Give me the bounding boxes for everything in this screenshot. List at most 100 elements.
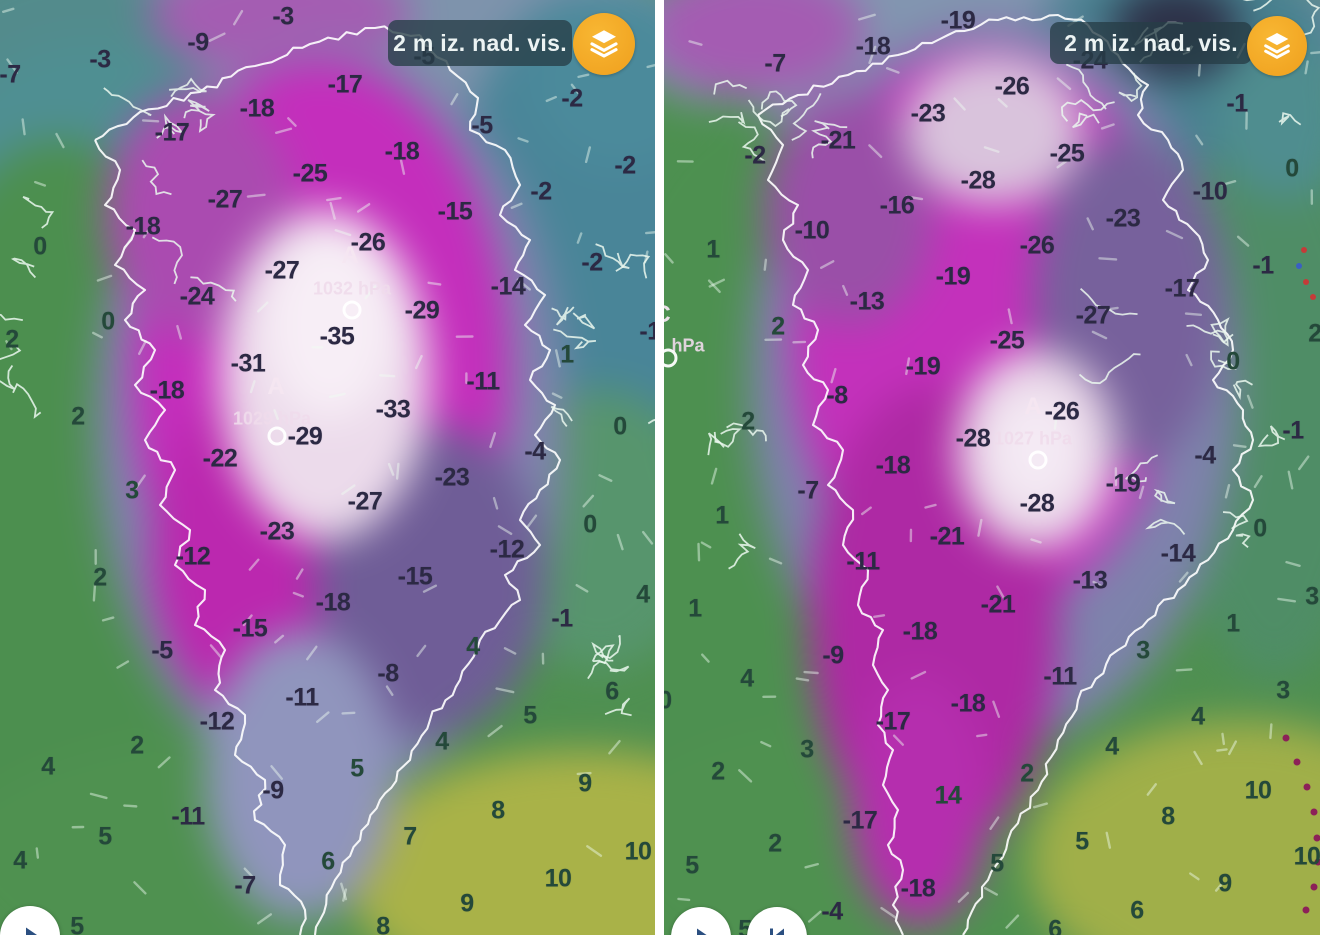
layers-button[interactable]	[573, 13, 635, 75]
fjord-coastline	[728, 533, 756, 570]
weather-front-dot	[1302, 906, 1310, 914]
temp-label: 6	[1130, 896, 1144, 925]
temp-label: 0	[33, 232, 47, 261]
wind-streak	[1053, 418, 1058, 430]
temp-label: 4	[435, 727, 449, 756]
temp-label: -18	[384, 137, 420, 166]
wind-streak	[880, 906, 897, 919]
temp-label: 8	[376, 912, 390, 935]
temp-label: -26	[994, 72, 1030, 101]
temp-label: 2	[1020, 759, 1034, 788]
temp-label: 2	[1308, 319, 1320, 348]
fjord-coastline	[1078, 353, 1141, 385]
wind-streak	[644, 231, 655, 235]
temp-label: 1	[706, 235, 720, 264]
layers-button[interactable]	[1247, 16, 1307, 76]
wind-streak	[89, 792, 108, 800]
temp-label: 10	[544, 864, 572, 893]
temp-label: -17	[842, 806, 878, 835]
wind-streak	[341, 711, 356, 715]
temp-label: -26	[1044, 397, 1080, 426]
wind-streak	[977, 518, 983, 537]
wind-streak	[1184, 312, 1203, 316]
temp-label: 3	[1276, 676, 1290, 705]
wind-streak	[1030, 538, 1042, 544]
wind-streak	[1138, 485, 1145, 500]
temp-label: -28	[1019, 489, 1055, 518]
wind-streak	[422, 584, 438, 593]
wind-streak	[1105, 831, 1112, 849]
coastline	[962, 24, 1255, 935]
fjord-coastline	[22, 196, 55, 229]
temp-label: 2	[130, 731, 144, 760]
temp-label: -2	[561, 84, 583, 113]
temperature-field-left	[0, 0, 655, 935]
wind-streak	[142, 223, 154, 239]
temp-label: -9	[822, 641, 844, 670]
fjord-coastline	[183, 108, 216, 133]
wind-streak	[997, 98, 1008, 108]
temp-label: 0	[613, 412, 627, 441]
temp-label: -2	[614, 151, 636, 180]
temp-label: 3	[125, 476, 139, 505]
wind-streak	[1195, 134, 1204, 146]
temp-label: -2	[744, 141, 766, 170]
temp-label: -16	[879, 191, 915, 220]
wind-streak	[996, 585, 1006, 601]
wind-streak	[554, 349, 561, 368]
weather-map-right[interactable]: -7-18-19-24-26-1-23-21-2-28-16-10-25-23-…	[664, 0, 1320, 935]
temp-label: -25	[1049, 139, 1085, 168]
weather-front-dot	[1303, 279, 1309, 285]
wind-streak	[1253, 475, 1263, 489]
wind-streak	[123, 234, 135, 250]
wind-streak	[858, 13, 876, 21]
temp-label: -18	[125, 212, 161, 241]
fjord-coastline	[1278, 112, 1302, 126]
wind-streak	[1197, 63, 1202, 77]
weather-front-dot	[1303, 783, 1311, 791]
fjord-coastline	[760, 90, 798, 118]
temp-label: -19	[940, 6, 976, 35]
temp-label: -7	[764, 49, 786, 78]
wind-streak	[582, 494, 595, 508]
wind-streak	[803, 670, 819, 675]
wind-streak	[137, 339, 147, 356]
wind-streak	[545, 95, 557, 103]
fjord-coastline	[1242, 0, 1273, 12]
temp-label: -18	[950, 689, 986, 718]
temp-label: -29	[287, 422, 323, 451]
temp-label: -12	[489, 535, 525, 564]
temp-label: 1	[715, 501, 729, 530]
wind-streak	[133, 881, 147, 895]
temp-label: 2	[771, 312, 785, 341]
wind-streak	[116, 660, 130, 669]
temp-label: 1	[560, 340, 574, 369]
temp-label: 4	[13, 846, 27, 875]
wind-streak	[242, 614, 253, 627]
temp-label: -8	[377, 659, 399, 688]
fjord-coastline	[1125, 454, 1159, 483]
wind-streak	[1086, 217, 1094, 231]
wind-streak	[414, 354, 423, 370]
temp-label: 3	[800, 735, 814, 764]
temp-label: -13	[1072, 566, 1108, 595]
weather-map-left[interactable]: -7-3-9-3-5-17-17-18-18-2-2-2-5-15-25-27-…	[0, 0, 655, 935]
wind-streak	[576, 232, 583, 244]
weather-front-dot	[1293, 758, 1301, 766]
wind-streak	[385, 685, 394, 696]
temp-label: -15	[232, 614, 268, 643]
temp-label: 2	[93, 563, 107, 592]
wind-streak	[873, 614, 886, 619]
temp-label: 10	[1244, 776, 1272, 805]
wind-streak	[487, 724, 503, 738]
map-labels-left: -7-3-9-3-5-17-17-18-18-2-2-2-5-15-25-27-…	[0, 0, 655, 935]
wind-streak	[517, 137, 529, 143]
temp-label: 8	[491, 796, 505, 825]
wind-streak	[1287, 470, 1294, 490]
wind-streak	[1216, 748, 1228, 752]
wind-streak	[141, 119, 160, 123]
wind-streak	[208, 32, 226, 42]
weather-front-dot	[1296, 263, 1302, 269]
temp-label: 4	[740, 664, 754, 693]
temp-label: -35	[319, 322, 355, 351]
